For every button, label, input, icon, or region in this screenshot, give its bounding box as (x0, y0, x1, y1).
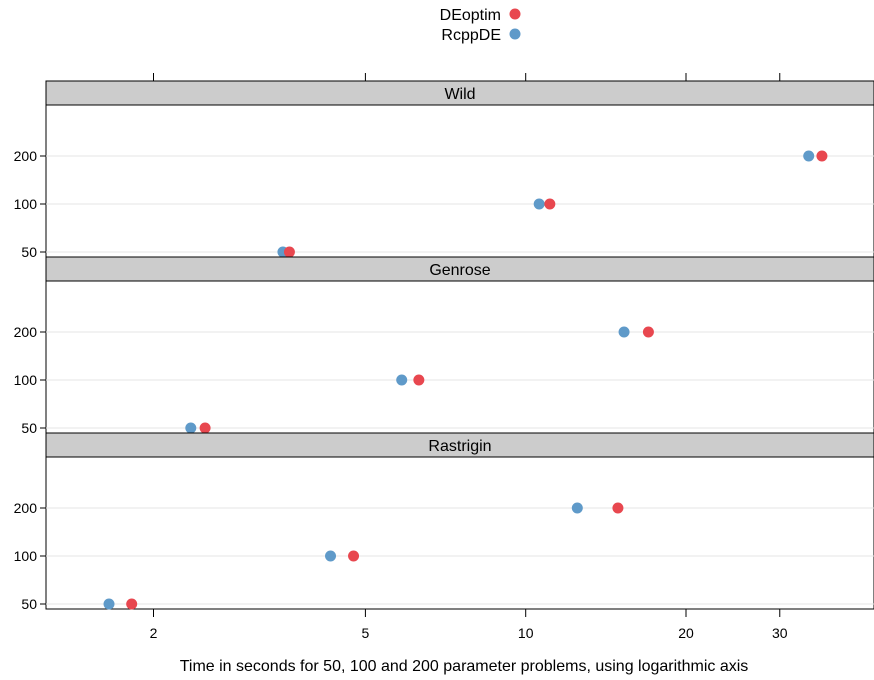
legend-label: RcppDE (441, 27, 501, 44)
panel-frame (45, 280, 874, 434)
point-rcppde (185, 422, 197, 434)
y-tick-label: 200 (14, 500, 38, 516)
panel-strip (45, 432, 874, 458)
panel-frame (45, 104, 874, 258)
point-deoptim (126, 598, 138, 610)
panel-rastrigin: Rastrigin 200 100 50 (14, 432, 874, 612)
panel-wild: Wild 200 100 50 (14, 80, 874, 260)
y-tick-label: 50 (21, 420, 37, 436)
panel-genrose: Genrose 200 100 50 (14, 256, 874, 436)
point-rcppde (103, 598, 115, 610)
x-axis-label: Time in seconds for 50, 100 and 200 para… (180, 658, 749, 675)
y-tick-label: 200 (14, 148, 38, 164)
point-deoptim (612, 502, 624, 514)
chart-panels: Wild 200 100 50 Genrose 200 100 50 Rastrigin 200 1… (14, 80, 874, 612)
point-deoptim (642, 326, 654, 338)
point-deoptim (348, 550, 360, 562)
panel-strip (45, 256, 874, 282)
legend-label: DEoptim (440, 7, 501, 24)
x-tick-label: 10 (518, 625, 534, 641)
y-tick-label: 100 (14, 548, 38, 564)
panel-frame (45, 456, 874, 610)
point-deoptim (199, 422, 211, 434)
point-rcppde (533, 198, 545, 210)
legend-marker (509, 8, 521, 20)
y-tick-label: 200 (14, 324, 38, 340)
x-tick-label: 20 (678, 625, 694, 641)
panel-strip-label: Wild (444, 86, 475, 103)
point-rcppde (325, 550, 337, 562)
x-tick-label: 5 (362, 625, 370, 641)
point-rcppde (618, 326, 630, 338)
x-axis: 2 5 10 20 30 (150, 73, 788, 641)
point-rcppde (571, 502, 583, 514)
x-tick-label: 2 (150, 625, 158, 641)
point-deoptim (413, 374, 425, 386)
point-deoptim (283, 246, 295, 258)
panel-strip (45, 80, 874, 106)
legend-marker (509, 28, 521, 40)
y-tick-label: 100 (14, 196, 38, 212)
legend: DEoptim RcppDE (440, 7, 521, 44)
y-tick-label: 50 (21, 244, 37, 260)
y-tick-label: 50 (21, 596, 37, 612)
panel-strip-label: Genrose (429, 262, 490, 279)
panel-strip-label: Rastrigin (428, 438, 491, 455)
point-rcppde (803, 150, 815, 162)
x-tick-label: 30 (772, 625, 788, 641)
point-deoptim (544, 198, 556, 210)
point-deoptim (816, 150, 828, 162)
y-tick-label: 100 (14, 372, 38, 388)
point-rcppde (396, 374, 408, 386)
